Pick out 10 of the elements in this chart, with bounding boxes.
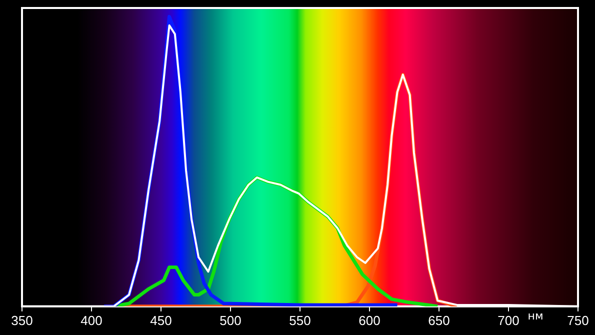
x-tick-label: 700 — [498, 312, 520, 328]
x-tick-label: 350 — [11, 312, 33, 328]
x-tick-label: 400 — [80, 312, 102, 328]
x-tick-label: 600 — [358, 312, 380, 328]
x-tick-label: 550 — [289, 312, 311, 328]
x-tick-label: 500 — [220, 312, 242, 328]
x-tick-label: 750 — [567, 312, 589, 328]
x-tick-label: 450 — [150, 312, 172, 328]
x-axis-title: нм — [528, 309, 544, 322]
x-tick-label: 650 — [428, 312, 450, 328]
